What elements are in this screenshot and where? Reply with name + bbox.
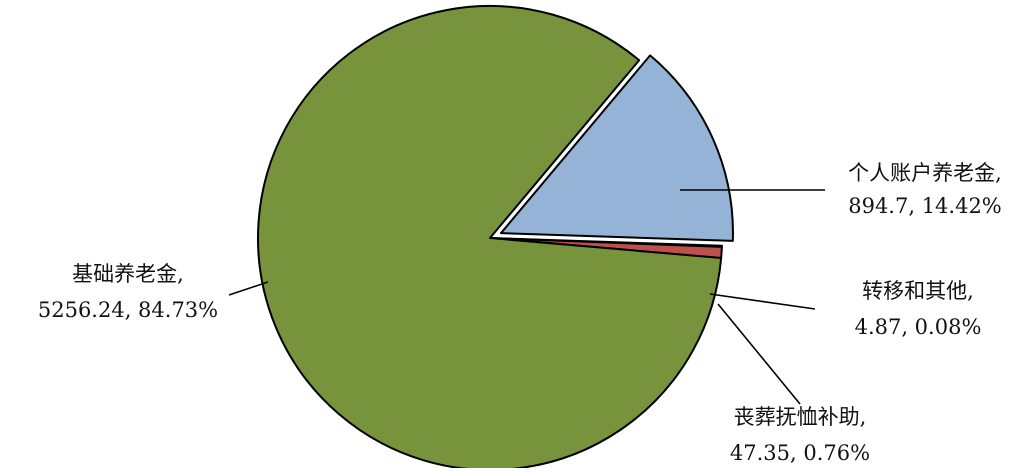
pie-slice-1 [499,54,734,242]
leader-line-3 [717,303,801,405]
slice-label-value-1: 894.7, 14.42% [848,194,1002,218]
slice-label-value-2: 4.87, 0.08% [855,315,982,339]
leader-line-4 [228,281,269,296]
slice-label-value-4: 5256.24, 84.73% [38,298,218,322]
slice-label-name-1: 个人账户养老金, [848,161,1002,185]
leader-line-2 [709,293,816,310]
slice-label-value-3: 47.35, 0.76% [730,441,870,465]
slice-label-name-2: 转移和其他, [862,279,974,303]
slice-label-name-4: 基础养老金, [72,262,184,286]
slice-label-name-3: 丧葬抚恤补助, [734,405,867,429]
pie-slice-4 [257,5,723,468]
